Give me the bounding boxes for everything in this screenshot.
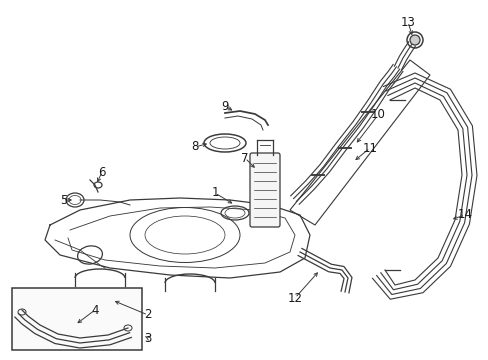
Text: 3: 3 xyxy=(144,332,151,345)
Text: 5: 5 xyxy=(60,194,67,207)
Text: 12: 12 xyxy=(287,292,302,305)
FancyBboxPatch shape xyxy=(249,153,280,227)
Text: 9: 9 xyxy=(221,99,228,112)
Text: 11: 11 xyxy=(362,141,377,154)
Text: 13: 13 xyxy=(400,15,415,28)
Text: 4: 4 xyxy=(91,303,99,316)
Text: 1: 1 xyxy=(211,186,218,199)
Text: 14: 14 xyxy=(457,208,471,221)
Text: 8: 8 xyxy=(191,140,198,153)
Ellipse shape xyxy=(409,35,419,45)
Bar xyxy=(12,288,142,350)
Text: 2: 2 xyxy=(144,309,151,321)
Text: 10: 10 xyxy=(370,108,385,122)
Text: 7: 7 xyxy=(241,152,248,165)
Text: 6: 6 xyxy=(98,166,105,179)
